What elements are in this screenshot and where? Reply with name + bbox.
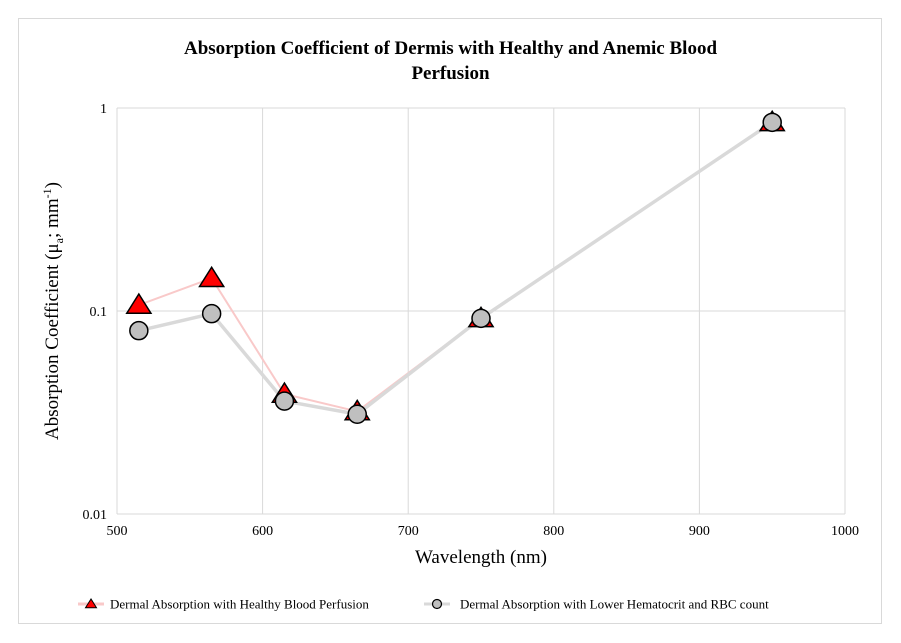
x-tick-label: 700 — [398, 524, 419, 539]
circle-point — [471, 308, 491, 329]
y-tick-label: 0.1 — [90, 305, 108, 320]
legend-label: Dermal Absorption with Healthy Blood Per… — [110, 597, 369, 612]
x-tick-label: 900 — [689, 524, 710, 539]
series-line-2 — [138, 120, 774, 417]
y-tick-label: 0.01 — [83, 508, 108, 523]
chart-title: Absorption Coefficient of Dermis with He… — [0, 36, 901, 86]
circle-point — [129, 320, 149, 341]
circle-point — [201, 303, 222, 324]
series-line-1 — [138, 121, 773, 413]
x-tick-label: 600 — [252, 524, 273, 539]
circle-point — [347, 404, 367, 425]
chart-title-line-2: Perfusion — [411, 63, 490, 84]
x-tick-label: 500 — [107, 524, 128, 539]
legend-label: Dermal Absorption with Lower Hematocrit … — [460, 597, 769, 612]
y-tick-label: 1 — [100, 102, 107, 117]
legend-circle-icon — [431, 598, 443, 610]
triangle-point — [198, 265, 226, 288]
circle-point — [762, 112, 782, 133]
chart-title-line-1: Absorption Coefficient of Dermis with He… — [183, 38, 718, 59]
y-axis-label: Absorption Coefficient (μa; mm-1) — [40, 182, 66, 440]
x-tick-label: 800 — [543, 524, 564, 539]
x-tick-label: 1000 — [831, 524, 859, 539]
triangle-point — [125, 292, 153, 315]
legend-triangle-icon — [84, 598, 98, 609]
x-axis-label: Wavelength (nm) — [415, 547, 547, 568]
circle-point — [274, 391, 295, 411]
chart-frame — [18, 18, 882, 624]
